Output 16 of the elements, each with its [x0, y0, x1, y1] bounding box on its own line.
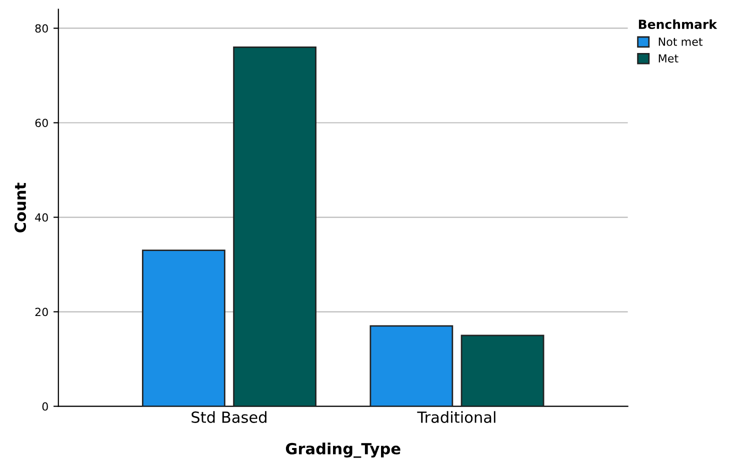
y-tick-label: 0 — [42, 402, 48, 411]
y-tick-label: 40 — [35, 213, 48, 222]
y-tick-label: 20 — [35, 308, 48, 316]
y-axis-title: Count — [14, 182, 26, 232]
legend-label: Not met — [658, 38, 703, 46]
x-axis-title: Grading_Type — [286, 442, 400, 458]
y-tick-label: 80 — [35, 24, 48, 33]
legend-title: Benchmark — [638, 19, 718, 30]
bar — [233, 46, 316, 406]
y-tick-label: 60 — [35, 118, 48, 128]
bar — [370, 325, 454, 406]
x-tick-label: Traditional — [417, 411, 496, 423]
x-tick-label: Std Based — [192, 411, 266, 423]
bar — [460, 334, 544, 406]
bar — [142, 250, 226, 406]
legend-label: Met — [658, 54, 678, 63]
